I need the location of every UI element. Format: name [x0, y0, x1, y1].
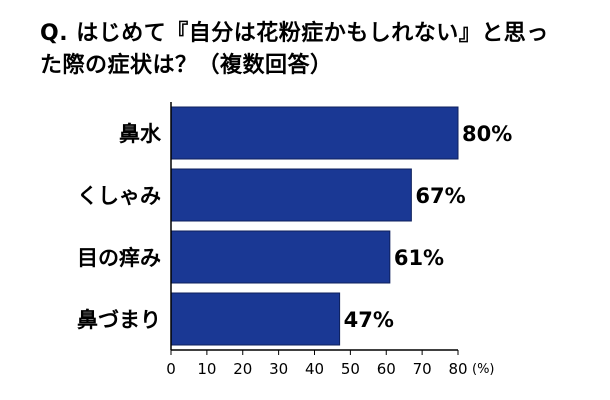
- category-label-1: くしゃみ: [77, 184, 161, 208]
- bar-1: [170, 168, 412, 222]
- value-label-1: 67%: [415, 184, 465, 208]
- bars-group: [170, 106, 459, 346]
- bar-3: [170, 292, 341, 346]
- x-axis: 0 10 20 30 40 50 60 70 80 (%): [166, 102, 495, 378]
- x-unit-label: (%): [472, 362, 495, 377]
- bar-0: [170, 106, 459, 160]
- x-tick-label-3: 30: [269, 360, 288, 378]
- x-tick-label-2: 20: [233, 360, 252, 378]
- category-label-3: 鼻づまり: [77, 308, 161, 332]
- chart-title-line-2: た際の症状は？（複数回答）: [40, 53, 333, 78]
- value-labels: 80% 67% 61% 47%: [344, 122, 513, 332]
- value-label-3: 47%: [344, 308, 394, 332]
- x-tick-label-4: 40: [305, 360, 324, 378]
- value-label-2: 61%: [394, 246, 444, 270]
- value-label-0: 80%: [462, 122, 512, 146]
- x-tick-label-5: 50: [341, 360, 360, 378]
- x-tick-label-6: 60: [377, 360, 396, 378]
- x-tick-label-7: 70: [413, 360, 432, 378]
- x-tick-label-1: 10: [197, 360, 216, 378]
- chart-title-line-1: Q. はじめて『自分は花粉症かもしれない』と思っ: [40, 21, 549, 46]
- x-tick-label-0: 0: [166, 360, 176, 378]
- category-label-0: 鼻水: [119, 122, 162, 146]
- x-tick-label-8: 80: [448, 360, 467, 378]
- chart-title: Q. はじめて『自分は花粉症かもしれない』と思っ た際の症状は？（複数回答）: [40, 18, 600, 82]
- category-label-2: 目の痒み: [77, 246, 161, 270]
- bar-2: [170, 230, 391, 284]
